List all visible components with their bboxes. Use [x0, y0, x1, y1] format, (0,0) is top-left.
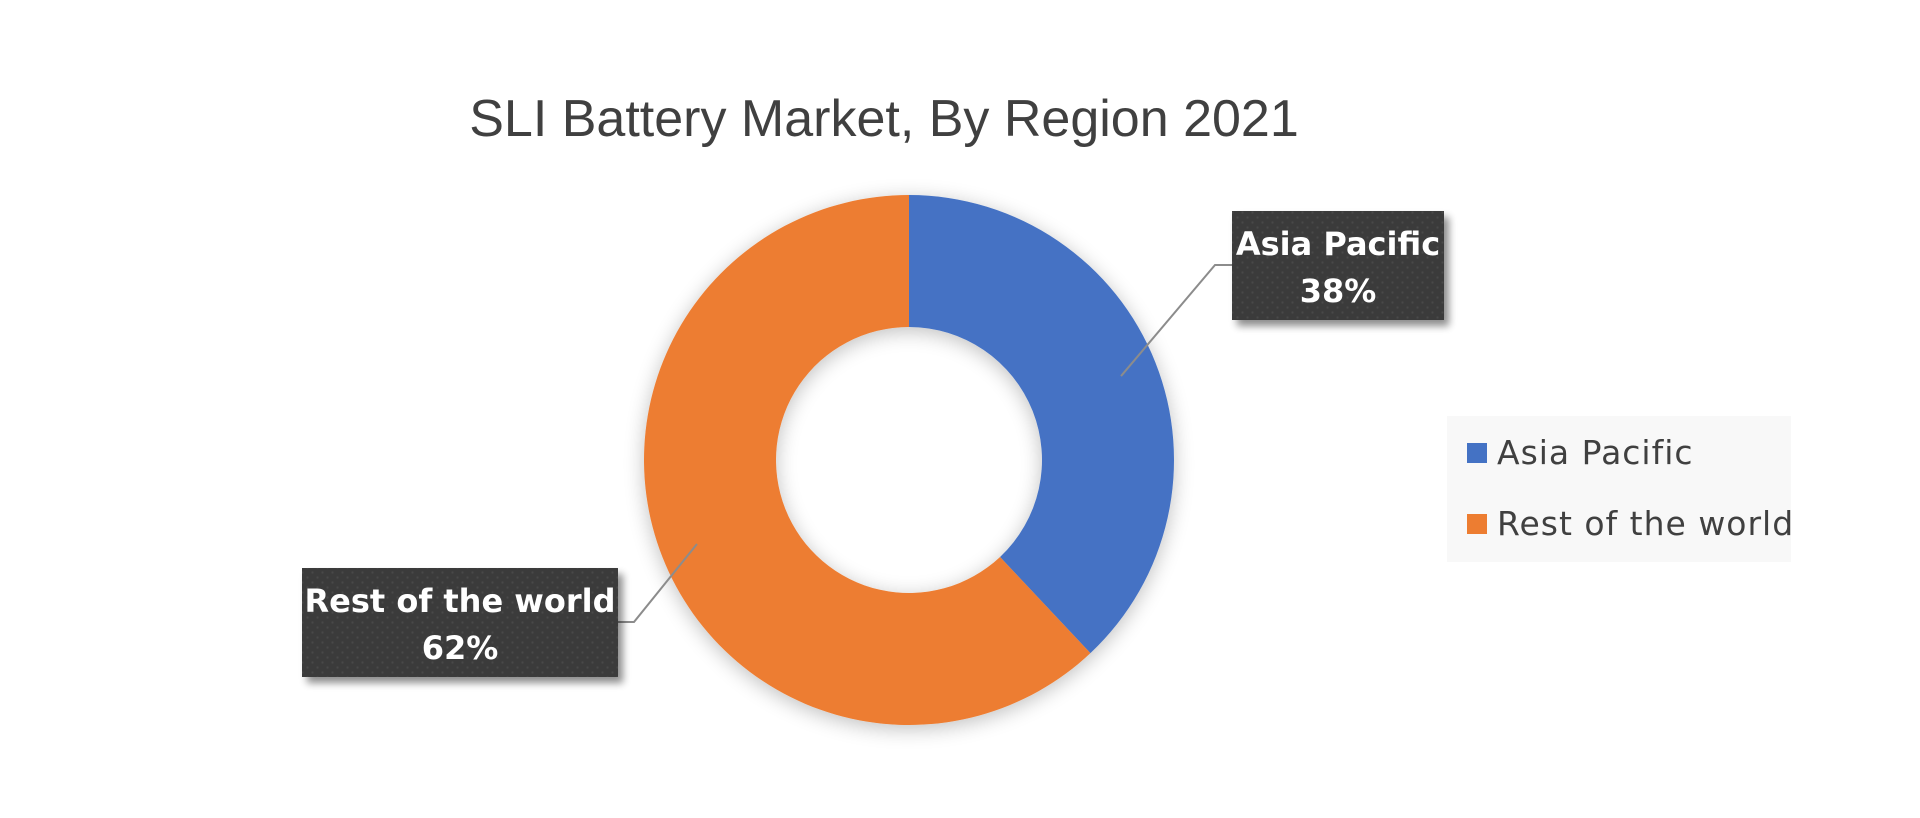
chart-title: SLI Battery Market, By Region 2021	[469, 90, 1299, 148]
data-labels: Asia Pacific 38% Rest of the world 62%	[302, 211, 1444, 677]
data-label-value: 62%	[422, 629, 499, 667]
leader-line-rest-of-the-world	[618, 543, 698, 623]
leader-line-asia-pacific	[1120, 264, 1232, 377]
legend: Asia Pacific Rest of the world	[1447, 416, 1794, 562]
donut-slices	[644, 195, 1175, 726]
data-label-value: 38%	[1300, 272, 1377, 310]
data-label-category: Rest of the world	[305, 582, 616, 620]
data-label-category: Asia Pacific	[1236, 225, 1440, 263]
legend-label-asia-pacific: Asia Pacific	[1497, 433, 1694, 472]
legend-background	[1447, 416, 1791, 562]
slice-rest-of-the-world	[644, 195, 1091, 726]
legend-swatch-rest-of-the-world	[1467, 514, 1487, 534]
leader-lines	[618, 264, 1232, 623]
data-label-box	[1232, 211, 1444, 320]
legend-label-rest-of-the-world: Rest of the world	[1497, 504, 1794, 543]
legend-swatch-asia-pacific	[1467, 443, 1487, 463]
data-label-asia-pacific: Asia Pacific 38%	[1232, 211, 1444, 320]
data-label-box	[302, 568, 618, 677]
slice-asia-pacific	[909, 195, 1175, 654]
data-label-rest-of-the-world: Rest of the world 62%	[302, 568, 618, 677]
